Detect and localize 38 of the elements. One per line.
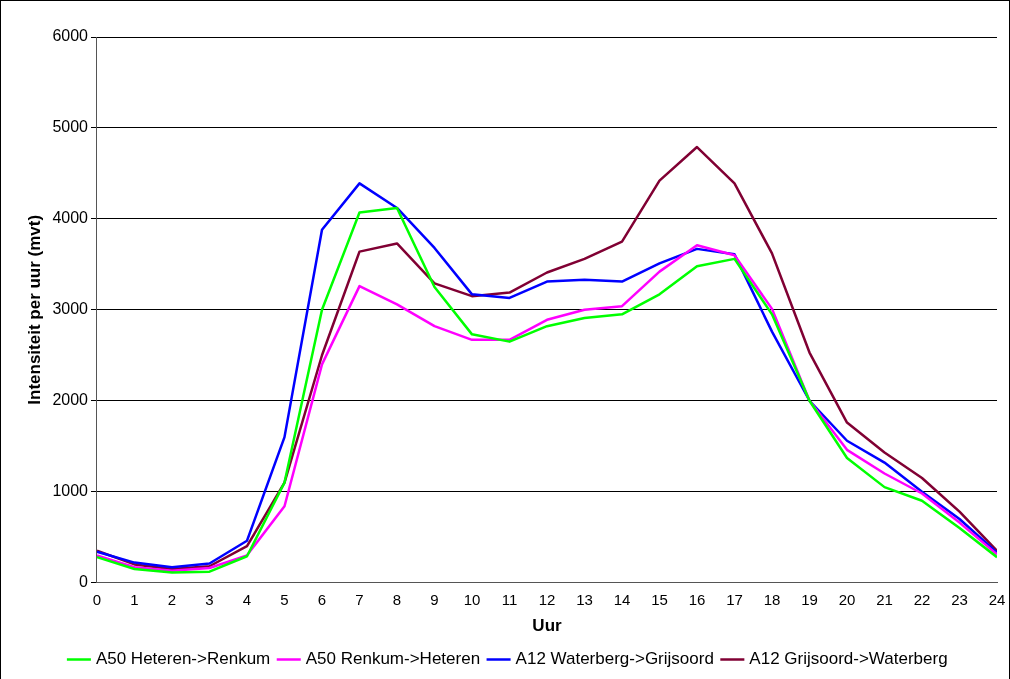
y-tick-label: 1000 [52,482,89,500]
x-tick-label: 21 [876,590,893,608]
x-tick-label: 10 [463,590,481,608]
x-tick-label: 14 [613,590,631,608]
x-tick-label: 0 [92,590,102,608]
x-tick-label: 11 [501,590,518,608]
legend-label: A12 Waterberg->Grijsoord [515,649,714,669]
x-tick-label: 24 [988,590,1006,608]
x-tick-label: 4 [242,590,252,608]
x-tick-label: 20 [838,590,856,608]
legend-label: A50 Renkum->Heteren [305,649,481,669]
y-tick-label: 2000 [52,391,89,409]
x-tick-label: 3 [205,590,214,608]
x-tick-label: 12 [538,590,556,608]
x-tick-label: 15 [651,590,668,608]
x-tick-label: 13 [576,590,593,608]
x-axis-title: Uur [532,616,563,636]
y-tick-label: 3000 [52,300,89,318]
x-tick-label: 17 [726,590,743,608]
x-tick-label: 7 [355,590,364,608]
y-tick-label: 5000 [52,118,89,136]
x-tick-label: 5 [280,590,289,608]
x-tick-label: 18 [763,590,781,608]
x-tick-label: 19 [801,590,818,608]
legend-label: A50 Heteren->Renkum [95,649,271,669]
y-tick-label: 0 [79,573,89,591]
x-tick-label: 22 [913,590,931,608]
y-tick-label: 6000 [52,27,89,45]
legend-label: A12 Grijsoord->Waterberg [749,649,948,669]
y-axis-title: Intensiteit per uur (mvt) [24,214,44,405]
x-tick-label: 23 [951,590,968,608]
x-tick-label: 9 [430,590,439,608]
x-tick-label: 1 [130,590,139,608]
x-tick-label: 16 [688,590,706,608]
x-tick-label: 6 [317,590,327,608]
y-tick-label: 4000 [52,209,89,227]
x-tick-label: 2 [167,590,177,608]
x-tick-label: 8 [392,590,402,608]
